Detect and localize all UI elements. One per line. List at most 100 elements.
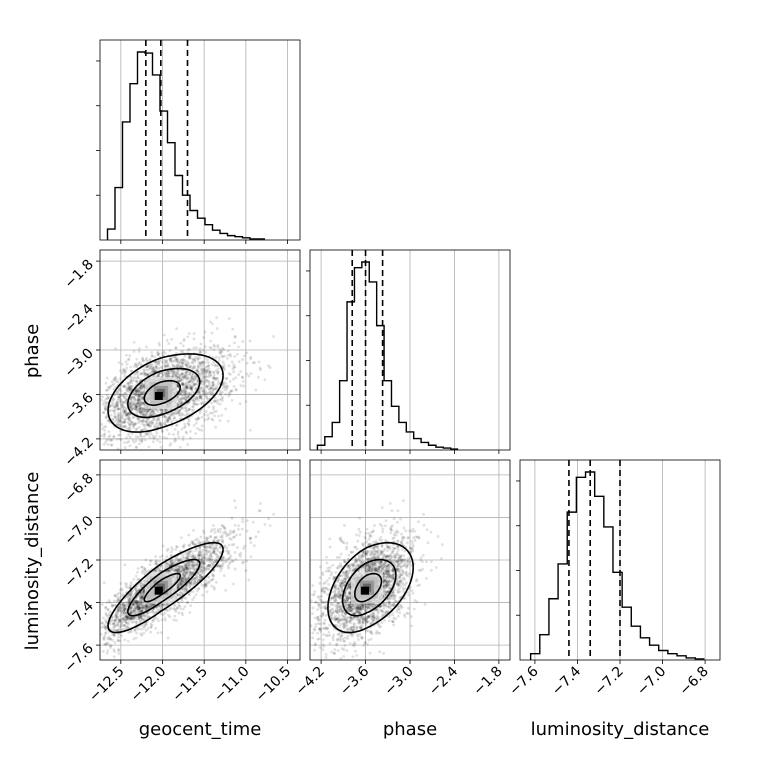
sample-point bbox=[134, 574, 138, 578]
sample-point bbox=[189, 375, 193, 379]
sample-point bbox=[116, 404, 119, 407]
sample-point bbox=[209, 389, 213, 393]
sample-point bbox=[122, 394, 126, 398]
sample-point bbox=[192, 397, 196, 401]
sample-point bbox=[205, 368, 209, 372]
sample-point bbox=[200, 389, 204, 392]
sample-point bbox=[211, 524, 215, 527]
sample-point bbox=[168, 415, 171, 419]
sample-point bbox=[123, 370, 127, 374]
sample-point bbox=[209, 401, 213, 405]
sample-point bbox=[206, 418, 210, 421]
sample-point bbox=[251, 520, 255, 524]
sample-point bbox=[132, 577, 136, 581]
sample-point bbox=[113, 620, 117, 623]
sample-point bbox=[125, 413, 128, 417]
sample-point bbox=[209, 320, 212, 324]
sample-point bbox=[192, 346, 196, 350]
sample-point bbox=[133, 606, 137, 610]
sample-point bbox=[192, 560, 196, 564]
sample-point bbox=[117, 635, 120, 639]
sample-point bbox=[159, 408, 163, 412]
sample-point bbox=[190, 374, 194, 378]
sample-point bbox=[233, 335, 237, 339]
sample-point bbox=[188, 543, 191, 547]
sample-point bbox=[191, 598, 194, 602]
sample-point bbox=[196, 587, 200, 591]
sample-point bbox=[206, 564, 210, 568]
sample-point bbox=[180, 371, 184, 375]
sample-point bbox=[130, 618, 134, 621]
y-tick-label: −3.6 bbox=[61, 390, 96, 425]
sample-point bbox=[195, 421, 198, 425]
sample-point bbox=[189, 387, 193, 390]
sample-point bbox=[168, 349, 172, 352]
y-tick-label: −3.0 bbox=[61, 346, 96, 381]
sample-point bbox=[117, 407, 121, 411]
sample-point bbox=[201, 361, 205, 365]
sample-point bbox=[224, 382, 228, 386]
sample-point bbox=[129, 396, 133, 400]
sample-point bbox=[147, 445, 151, 449]
sample-point bbox=[152, 411, 156, 415]
sample-point bbox=[220, 523, 224, 527]
sample-point bbox=[157, 362, 161, 366]
sample-point bbox=[123, 391, 127, 395]
sample-point bbox=[233, 550, 237, 554]
sample-point bbox=[209, 560, 213, 564]
sample-point bbox=[175, 359, 178, 362]
sample-point bbox=[186, 383, 189, 386]
sample-point bbox=[197, 571, 201, 575]
sample-point bbox=[112, 410, 116, 414]
sample-point bbox=[209, 373, 213, 376]
sample-point bbox=[139, 413, 143, 417]
sample-point bbox=[132, 379, 135, 383]
sample-point bbox=[120, 362, 124, 366]
sample-point bbox=[165, 436, 168, 440]
panel-phase-phase bbox=[306, 249, 511, 454]
sample-point bbox=[158, 559, 161, 563]
sample-point bbox=[141, 422, 144, 426]
sample-point bbox=[259, 502, 262, 505]
sample-point bbox=[156, 353, 160, 356]
sample-point bbox=[123, 418, 127, 422]
sample-point bbox=[179, 379, 183, 383]
sample-point bbox=[177, 402, 181, 406]
sample-point bbox=[199, 387, 202, 391]
sample-point bbox=[137, 393, 141, 397]
sample-point bbox=[165, 555, 169, 559]
y-tick-label: −7.4 bbox=[61, 598, 96, 633]
sample-point bbox=[233, 341, 236, 345]
sample-point bbox=[156, 410, 159, 413]
sample-point bbox=[211, 380, 215, 384]
sample-point bbox=[150, 371, 154, 375]
sample-point bbox=[115, 423, 119, 426]
sample-point bbox=[203, 413, 206, 416]
sample-point bbox=[243, 544, 246, 548]
sample-point bbox=[214, 387, 218, 391]
sample-point bbox=[155, 431, 159, 435]
sample-point bbox=[182, 397, 186, 400]
sample-point bbox=[214, 400, 218, 403]
sample-point bbox=[135, 402, 139, 406]
sample-point bbox=[208, 346, 212, 349]
sample-point bbox=[212, 376, 216, 380]
sample-point bbox=[178, 400, 182, 404]
sample-point bbox=[207, 580, 211, 583]
sample-point bbox=[175, 327, 178, 330]
sample-point bbox=[203, 345, 207, 349]
sample-point bbox=[192, 399, 196, 403]
sample-point bbox=[107, 430, 111, 434]
sample-point bbox=[175, 423, 179, 427]
sample-point bbox=[148, 559, 152, 563]
sample-point bbox=[168, 417, 172, 420]
sample-point bbox=[169, 360, 172, 363]
sample-point bbox=[218, 402, 222, 406]
sample-point bbox=[102, 411, 105, 415]
sample-point bbox=[118, 419, 122, 423]
sample-point bbox=[197, 394, 201, 398]
sample-point bbox=[200, 380, 204, 383]
sample-point bbox=[149, 413, 153, 417]
sample-point bbox=[228, 373, 232, 376]
sample-point bbox=[174, 346, 178, 350]
